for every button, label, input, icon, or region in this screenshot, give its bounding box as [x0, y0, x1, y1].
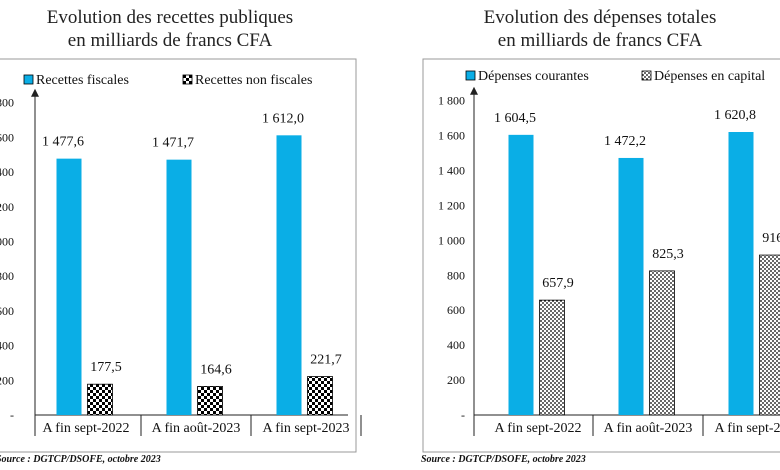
- chart-2-title-line-2: en milliards de francs CFA: [497, 30, 703, 51]
- chart-1-title-line-2: en milliards de francs CFA: [67, 30, 273, 51]
- chart-2-frame: [422, 58, 780, 453]
- chart-1-y-axis-arrow: [31, 88, 39, 97]
- chart-2-legend-swatch-1: [465, 70, 476, 81]
- chart-2-data-label-s1-2: 1 472,2: [604, 134, 646, 149]
- chart-2-ytick-2: 400: [447, 338, 465, 352]
- chart-2-data-label-s1-1: 1 604,5: [494, 111, 536, 126]
- chart-1-legend-swatch-1: [23, 74, 34, 85]
- chart-2-y-axis-arrow: [470, 86, 478, 95]
- chart-2-bar-s1-1: [508, 134, 534, 415]
- chart-1-bar-s2-1: [87, 383, 113, 416]
- chart-1-ytick-8: 1 600: [0, 130, 14, 144]
- chart-2-title: Evolution des dépenses totales en millia…: [420, 6, 780, 52]
- chart-2-data-label-s2-3: 916,0: [762, 231, 780, 246]
- chart-1-title: Evolution des recettes publiques en mill…: [0, 6, 350, 52]
- chart-1-category-label-2: A fin août-2023: [152, 421, 241, 436]
- chart-2-title-line-1: Evolution des dépenses totales: [483, 7, 717, 28]
- chart-2-bar-s2-2: [649, 270, 675, 416]
- chart-2-ytick-4: 800: [447, 268, 465, 282]
- chart-1-bar-s1-3: [276, 135, 302, 415]
- chart-1-ytick-1: 200: [0, 373, 14, 387]
- chart-2-legend-label-2: Dépenses en capital: [654, 69, 765, 84]
- chart-2-category-label-2: A fin août-2023: [604, 421, 693, 436]
- chart-2-data-label-s1-3: 1 620,8: [714, 108, 756, 123]
- chart-1-data-label-s2-2: 164,6: [200, 362, 232, 377]
- chart-2-legend-label-1: Dépenses courantes: [478, 69, 589, 84]
- chart-1-category-label-3: A fin sept-2023: [262, 421, 349, 436]
- chart-1-legend-label-2: Recettes non fiscales: [195, 73, 312, 88]
- chart-1-bar-s1-2: [166, 159, 192, 415]
- chart-1-ytick-5: 1 000: [0, 235, 14, 249]
- chart-2-bar-s2-1: [539, 299, 565, 416]
- chart-2-ytick-1: 200: [447, 373, 465, 387]
- chart-1-data-label-s1-3: 1 612,0: [262, 111, 304, 126]
- chart-1-ytick-3: 600: [0, 304, 14, 318]
- chart-2-ytick-6: 1 200: [438, 198, 465, 212]
- chart-2-data-label-s2-1: 657,9: [542, 276, 574, 291]
- chart-1-bar-s2-3: [307, 376, 333, 416]
- chart-2-bar-s2-3: [759, 254, 780, 416]
- chart-1-ytick-2: 400: [0, 339, 14, 353]
- chart-2-category-label-1: A fin sept-2022: [494, 421, 581, 436]
- chart-1-frame: [0, 58, 357, 453]
- chart-2-legend-swatch-2: [641, 70, 652, 81]
- chart-2-data-label-s2-2: 825,3: [652, 247, 684, 262]
- chart-2-bar-s1-2: [618, 157, 644, 416]
- chart-1-ytick-9: 1 800: [0, 96, 14, 110]
- chart-1-ytick-7: 1 400: [0, 165, 14, 179]
- chart-2-source: Source : DGTCP/DSOFE, octobre 2023: [421, 454, 586, 465]
- chart-1-ytick-0: -: [10, 408, 14, 422]
- chart-1-bar-s2-2: [197, 386, 223, 416]
- chart-1-legend-label-1: Recettes fiscales: [36, 73, 129, 88]
- chart-2-ytick-9: 1 800: [438, 94, 465, 108]
- chart-1-data-label-s1-1: 1 477,6: [42, 135, 84, 150]
- chart-2-ytick-3: 600: [447, 303, 465, 317]
- chart-1-data-label-s1-2: 1 471,7: [152, 136, 194, 151]
- chart-1-ytick-4: 800: [0, 269, 14, 283]
- chart-1-category-label-1: A fin sept-2022: [42, 421, 129, 436]
- chart-1-source: Source : DGTCP/DSOFE, octobre 2023: [0, 454, 161, 465]
- chart-1-ytick-6: 1 200: [0, 200, 14, 214]
- chart-1-title-line-1: Evolution des recettes publiques: [46, 7, 294, 28]
- chart-1-legend-swatch-2: [182, 74, 193, 85]
- chart-2-category-label-3: A fin sept-2023: [714, 421, 780, 436]
- chart-1-bar-s1-1: [56, 158, 82, 415]
- chart-2-ytick-8: 1 600: [438, 129, 465, 143]
- chart-2-ytick-7: 1 400: [438, 164, 465, 178]
- chart-2-bar-s1-3: [728, 132, 754, 416]
- chart-1-data-label-s2-3: 221,7: [310, 353, 342, 368]
- chart-1-data-label-s2-1: 177,5: [90, 360, 122, 375]
- chart-2-ytick-0: -: [461, 408, 465, 422]
- chart-2-ytick-5: 1 000: [438, 233, 465, 247]
